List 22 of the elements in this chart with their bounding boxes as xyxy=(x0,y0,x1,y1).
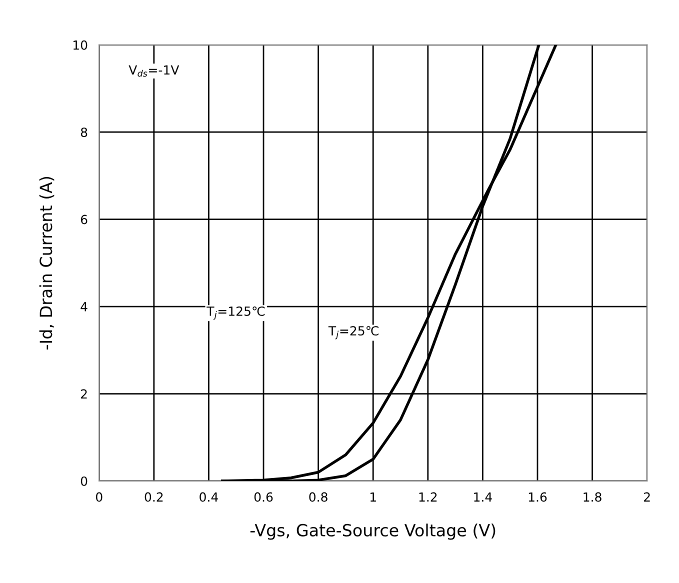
x-tick-label: 1.8 xyxy=(584,492,602,502)
y-tick-label: 6 xyxy=(80,214,88,224)
y-tick-label: 2 xyxy=(80,389,87,399)
x-tick-label: 0.2 xyxy=(144,492,163,502)
y-axis-title: -Id, Drain Current (A) xyxy=(39,176,54,350)
y-tick-label: 8 xyxy=(80,128,88,138)
annotation: T$_{j}$=125℃ xyxy=(206,306,265,320)
x-tick-label: 1.2 xyxy=(419,492,437,502)
annotation: T$_{j}$=25℃ xyxy=(328,326,378,340)
x-tick-label: 2 xyxy=(644,492,650,502)
annotation: V$_{ds}$=-1V xyxy=(128,65,180,77)
x-tick-label: 1 xyxy=(370,492,376,502)
x-tick-label: 1.4 xyxy=(474,492,492,502)
y-tick-label: 4 xyxy=(80,302,88,312)
x-axis-title: -Vgs, Gate-Source Voltage (V) xyxy=(250,524,496,540)
x-tick-label: 0.4 xyxy=(200,492,218,502)
x-tick-label: 0.8 xyxy=(309,492,328,502)
x-tick-label: 1.6 xyxy=(528,492,547,502)
y-tick-label: 10 xyxy=(73,40,88,50)
y-tick-label: 0 xyxy=(80,476,88,486)
x-tick-label: 0.6 xyxy=(254,492,273,502)
x-tick-label: 0 xyxy=(96,492,102,502)
